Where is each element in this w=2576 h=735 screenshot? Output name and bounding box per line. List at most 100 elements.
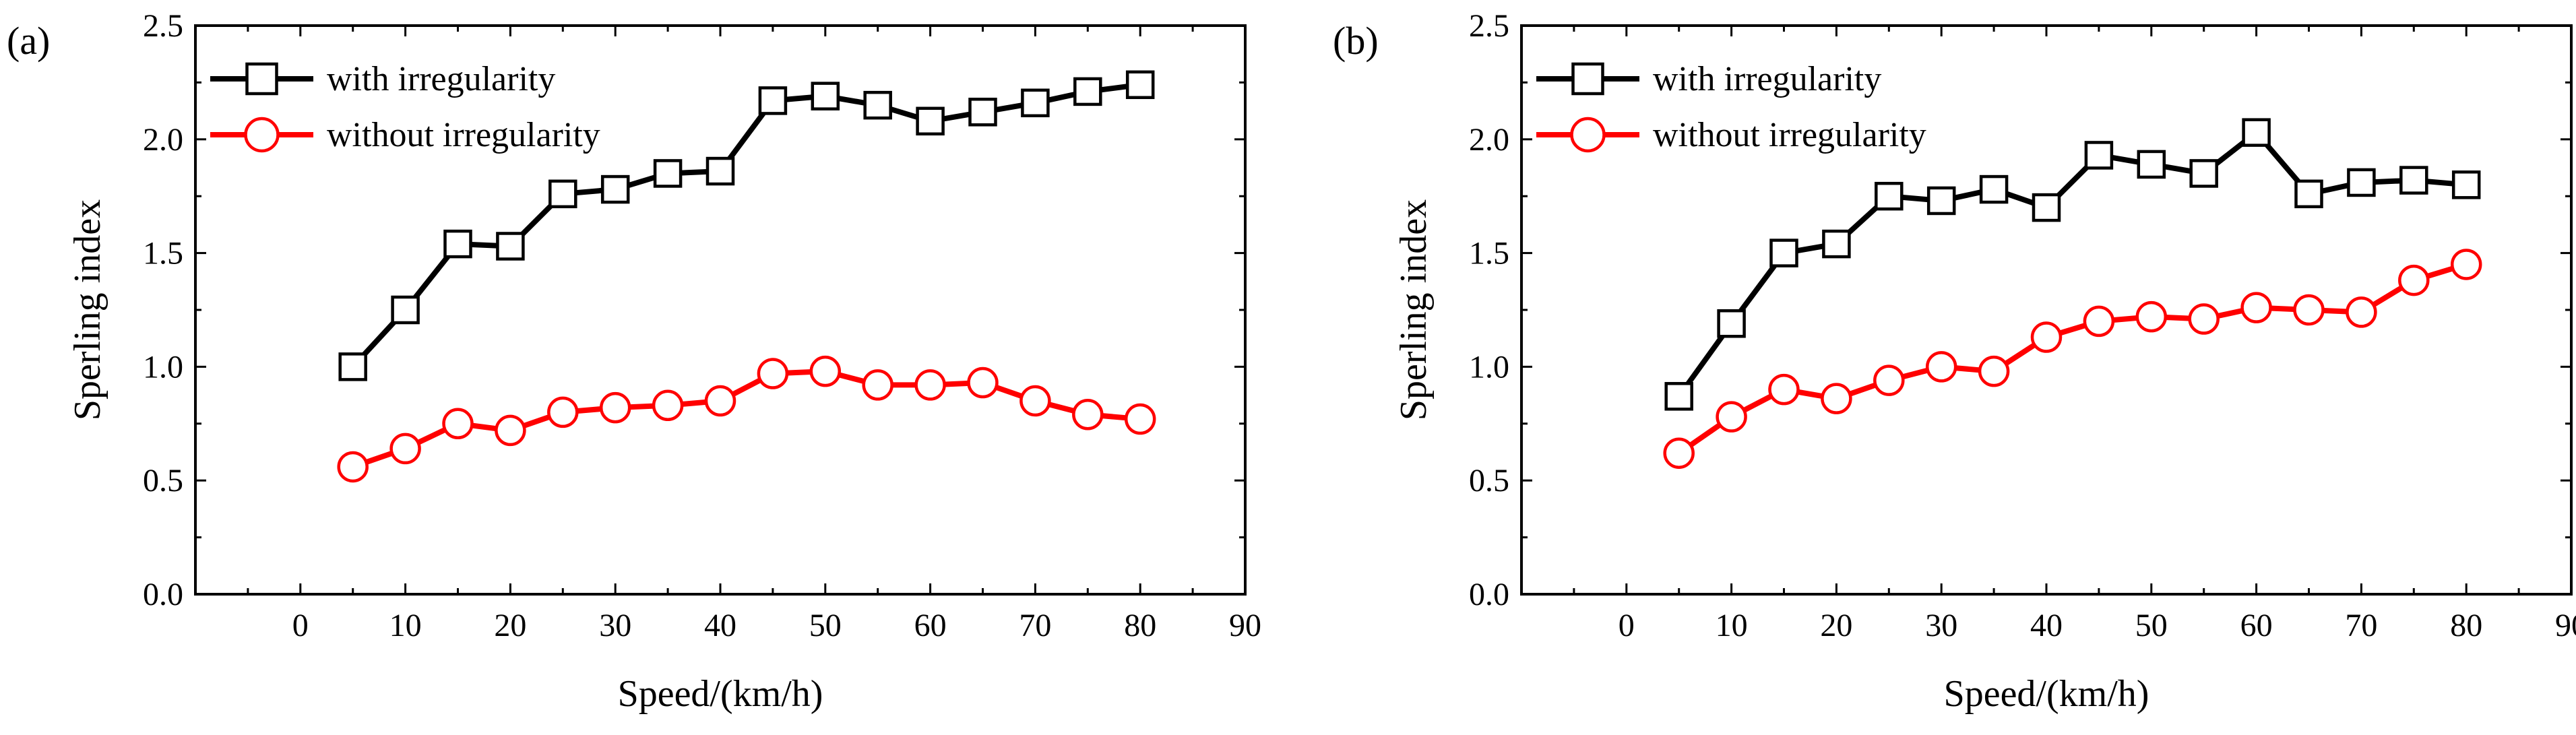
- data-point: [2346, 296, 2377, 328]
- legend: with irregularity without irregularity: [210, 60, 600, 154]
- series-line: [1676, 129, 2467, 398]
- x-tick-label: 40: [2030, 608, 2063, 643]
- data-point: [1019, 385, 1051, 417]
- data-point: [548, 179, 577, 209]
- y-axis-label: Sperling index: [67, 199, 108, 420]
- data-point: [1072, 399, 1104, 430]
- data-point: [389, 433, 421, 465]
- x-tick-label: 90: [2555, 608, 2576, 643]
- data-point: [2137, 150, 2166, 179]
- data-point: [705, 156, 735, 186]
- x-axis-label: Speed/(km/h): [618, 673, 823, 715]
- y-tick-label: 1.5: [143, 236, 183, 271]
- data-point: [914, 369, 946, 401]
- data-point: [1125, 70, 1155, 100]
- data-point: [2189, 159, 2218, 188]
- data-point: [2399, 166, 2428, 195]
- data-point: [811, 82, 840, 110]
- legend-label: with irregularity: [1653, 60, 1881, 98]
- series-with-irregularity: [338, 70, 1155, 381]
- x-tick-label: 0: [1619, 608, 1635, 643]
- data-point: [2030, 321, 2063, 353]
- legend-label: without irregularity: [1653, 116, 1926, 154]
- series-with-irregularity: [1664, 118, 2481, 411]
- panel-label: (b): [1333, 19, 1379, 63]
- y-tick-label: 2.0: [143, 122, 183, 158]
- data-point: [1875, 181, 1904, 211]
- y-tick-label: 2.5: [1469, 8, 1509, 44]
- x-tick-label: 50: [2135, 608, 2168, 643]
- data-point: [1769, 238, 1798, 267]
- data-point: [967, 366, 999, 399]
- x-tick-label: 80: [2450, 608, 2482, 643]
- data-point: [442, 408, 474, 440]
- data-point: [1768, 373, 1800, 406]
- y-tick-label: 0.5: [143, 463, 183, 499]
- x-tick-label: 30: [599, 608, 631, 643]
- y-tick-label: 0.0: [1469, 577, 1509, 612]
- series-without-irregularity: [337, 355, 1156, 483]
- data-point: [2294, 179, 2323, 209]
- data-point: [599, 391, 631, 424]
- data-point: [758, 86, 788, 115]
- series-line: [352, 369, 1141, 470]
- data-point: [1978, 355, 2010, 387]
- x-axis-label: Speed/(km/h): [1944, 673, 2149, 715]
- data-point: [652, 389, 684, 422]
- data-point: [1873, 364, 1905, 396]
- legend-marker: [245, 62, 278, 96]
- data-point: [809, 355, 842, 387]
- data-point: [2084, 141, 2114, 170]
- x-tick-label: 90: [1229, 608, 1261, 643]
- data-point: [1821, 383, 1852, 414]
- data-point: [2347, 168, 2376, 197]
- data-point: [1664, 382, 1693, 411]
- data-point: [495, 414, 526, 447]
- legend: with irregularity without irregularity: [1536, 60, 1926, 154]
- data-point: [2398, 264, 2430, 296]
- legend-marker: [1571, 62, 1604, 96]
- data-point: [916, 106, 945, 136]
- data-point: [1979, 174, 2009, 204]
- y-tick-label: 0.0: [143, 577, 183, 612]
- x-tick-label: 0: [292, 608, 309, 643]
- y-tick-label: 0.5: [1469, 463, 1509, 499]
- data-point: [2451, 170, 2481, 199]
- y-tick-label: 2.0: [1469, 122, 1509, 158]
- data-point: [757, 358, 789, 389]
- y-tick-label: 1.0: [1469, 349, 1509, 385]
- legend-marker: [244, 117, 280, 153]
- x-tick-label: 20: [494, 608, 526, 643]
- data-point: [862, 369, 893, 401]
- x-tick-label: 30: [1925, 608, 1957, 643]
- series-without-irregularity: [1663, 249, 2482, 469]
- data-point: [863, 90, 892, 120]
- data-point: [600, 174, 630, 204]
- x-tick-label: 60: [2240, 608, 2273, 643]
- y-tick-label: 1.5: [1469, 236, 1509, 271]
- data-point: [704, 385, 736, 417]
- panel-label: (a): [7, 19, 50, 63]
- x-tick-label: 50: [809, 608, 842, 643]
- legend-label: without irregularity: [327, 116, 600, 154]
- data-point: [337, 451, 369, 483]
- plot-frame: [194, 24, 1247, 596]
- data-point: [1926, 186, 1956, 216]
- data-point: [2240, 292, 2272, 323]
- x-tick-label: 10: [389, 608, 422, 643]
- plot-frame: [1520, 24, 2573, 596]
- data-point: [1073, 77, 1102, 106]
- data-point: [2083, 305, 2115, 338]
- data-point: [1021, 88, 1050, 118]
- series-line: [350, 82, 1141, 369]
- data-point: [2450, 249, 2482, 280]
- data-point: [1716, 401, 1747, 433]
- x-tick-label: 70: [1019, 608, 1051, 643]
- x-tick-label: 20: [1820, 608, 1852, 643]
- data-point: [338, 352, 367, 381]
- data-point: [1124, 403, 1156, 435]
- chart-panel-a: (a) 0 10 20 30 40 50 60 70 80 90 0.0 0.5 1.0 1.5 2.0 2.5…: [7, 8, 1261, 715]
- data-point: [968, 98, 997, 127]
- x-tick-label: 40: [704, 608, 736, 643]
